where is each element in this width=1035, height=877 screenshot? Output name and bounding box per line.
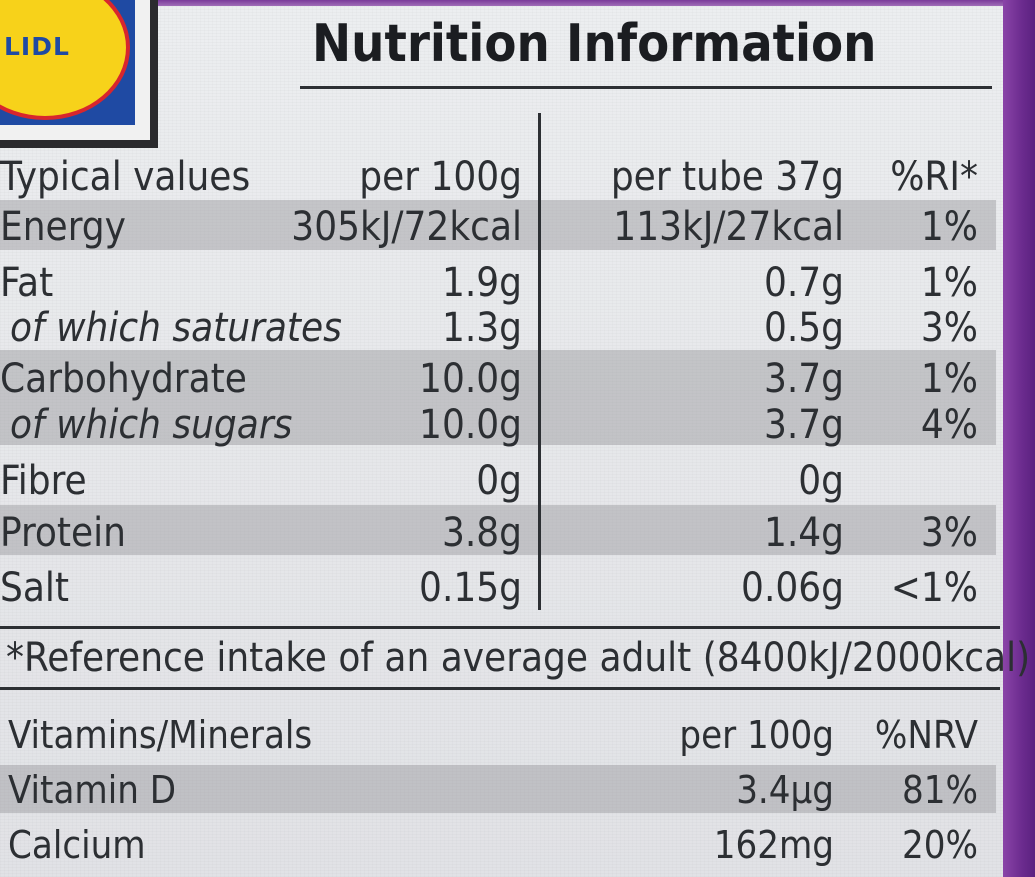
row-ri: 4% (920, 402, 978, 448)
row-ri: 3% (920, 305, 978, 351)
row-pertube: 0.5g (763, 305, 844, 351)
row-pertube: 3.7g (763, 356, 844, 402)
row-label: Energy (0, 204, 126, 250)
vitamins-header-nrv: %NRV (874, 713, 978, 757)
header-ri: %RI* (890, 154, 978, 200)
row-label: Salt (0, 565, 70, 611)
row-per100: 0g (476, 458, 522, 504)
row-per100: 1.3g (441, 305, 522, 351)
row-per100: 3.8g (441, 510, 522, 556)
row-pertube: 0.7g (763, 260, 844, 306)
vitamin-nrv: 81% (902, 768, 978, 812)
vitamins-top-rule (0, 687, 1000, 690)
row-pertube: 113kJ/27kcal (613, 204, 844, 250)
row-ri: <1% (890, 565, 978, 611)
title-divider (300, 86, 992, 89)
row-per100: 305kJ/72kcal (291, 204, 522, 250)
band-protein (0, 505, 996, 555)
vitamin-label: Vitamin D (8, 768, 177, 812)
vitamins-row-vitamin-d: Vitamin D 3.4µg 81% (0, 765, 1000, 815)
row-ri: 1% (920, 356, 978, 402)
vitamin-nrv: 20% (902, 823, 978, 867)
row-per100: 0.15g (419, 565, 522, 611)
nutrition-row-sugars: of which sugars 10.0g 3.7g 4% (0, 400, 1000, 450)
row-label: Fibre (0, 458, 87, 504)
nutrition-row-saturates: of which saturates 1.3g 0.5g 3% (0, 303, 1000, 353)
row-pertube: 0g (798, 458, 844, 504)
band-carbohydrate (0, 350, 996, 445)
header-label: Typical values (0, 154, 251, 200)
row-ri: 1% (920, 260, 978, 306)
nutrition-row-energy: Energy 305kJ/72kcal 113kJ/27kcal 1% (0, 202, 1000, 252)
row-label: of which sugars (10, 402, 293, 448)
row-label: of which saturates (10, 305, 342, 351)
nutrition-row-salt: Salt 0.15g 0.06g <1% (0, 563, 1000, 613)
vitamin-per100: 162mg (713, 823, 834, 867)
vitamins-header-per100: per 100g (679, 713, 834, 757)
brand-logo: LIDL (4, 32, 70, 61)
row-ri: 3% (920, 510, 978, 556)
vitamins-header-row: Vitamins/Minerals per 100g %NRV (0, 710, 1000, 760)
row-per100: 10.0g (419, 356, 522, 402)
page-title: Nutrition Information (312, 14, 877, 74)
row-pertube: 0.06g (741, 565, 844, 611)
band-vitamin-d (0, 765, 996, 813)
row-ri: 1% (920, 204, 978, 250)
nutrition-row-fibre: Fibre 0g 0g (0, 456, 1000, 506)
band-energy (0, 200, 996, 250)
nutrition-header-row: Typical values per 100g per tube 37g %RI… (0, 152, 1000, 202)
row-pertube: 3.7g (763, 402, 844, 448)
package-side-edge (1003, 0, 1035, 877)
vitamins-header-label: Vitamins/Minerals (8, 713, 313, 757)
table-bottom-rule (0, 626, 1000, 629)
nutrition-row-carbohydrate: Carbohydrate 10.0g 3.7g 1% (0, 354, 1000, 404)
row-label: Fat (0, 260, 54, 306)
row-pertube: 1.4g (763, 510, 844, 556)
vitamins-row-calcium: Calcium 162mg 20% (0, 820, 1000, 870)
nutrition-row-fat: Fat 1.9g 0.7g 1% (0, 258, 1000, 308)
package-top-edge (140, 0, 1003, 6)
reference-intake-footnote: *Reference intake of an average adult (8… (6, 635, 1031, 681)
row-label: Carbohydrate (0, 356, 247, 402)
vitamin-per100: 3.4µg (736, 768, 834, 812)
nutrition-row-protein: Protein 3.8g 1.4g 3% (0, 508, 1000, 558)
row-per100: 10.0g (419, 402, 522, 448)
column-divider (538, 113, 541, 610)
header-pertube: per tube 37g (610, 154, 844, 200)
vitamin-label: Calcium (8, 823, 146, 867)
row-label: Protein (0, 510, 126, 556)
row-per100: 1.9g (441, 260, 522, 306)
header-per100: per 100g (359, 154, 522, 200)
